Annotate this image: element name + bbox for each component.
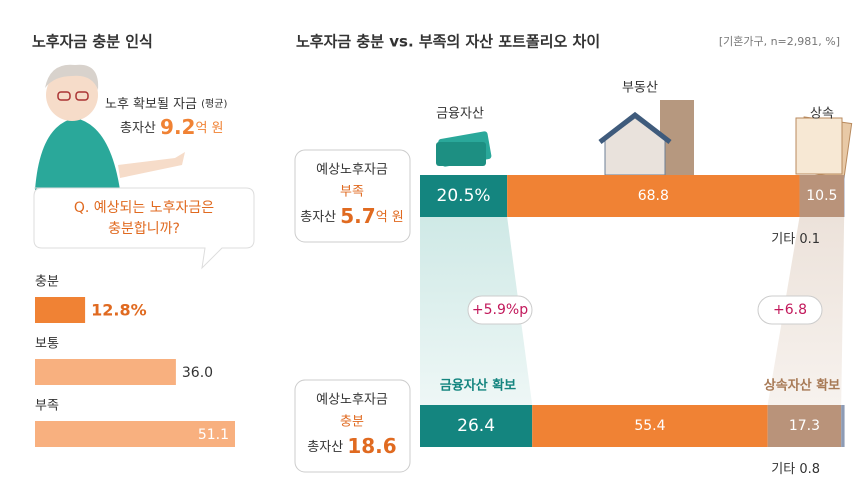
bar-segment <box>507 175 800 217</box>
value-label: 10.5 <box>806 188 837 204</box>
callout-label: 노후 확보될 자금 <box>105 97 197 112</box>
bar-segment <box>532 405 768 447</box>
left-title: 노후자금 충분 인식 <box>32 33 153 51</box>
group-line: 예상노후자금 <box>316 393 388 408</box>
callout-unit: 억 원 <box>195 121 223 136</box>
other-name: 기타 <box>771 462 795 477</box>
value-label: 55.4 <box>634 418 665 434</box>
bar-segment <box>420 405 533 447</box>
other-name: 기타 <box>771 232 795 247</box>
callout-total-label: 총자산 <box>120 121 156 136</box>
total-label: 총자산 <box>307 440 343 455</box>
callout-line: 노후 확보될 자금 (평균) <box>105 97 227 112</box>
legend-label: 부동산 <box>622 81 658 96</box>
total-value: 5.7 <box>340 204 375 228</box>
bar-segment <box>767 405 842 447</box>
group-total: 총자산 18.6 <box>307 434 396 458</box>
change-label: +5.9%p <box>472 302 528 318</box>
question-line: 충분합니까? <box>108 221 180 237</box>
value-label: 26.4 <box>457 416 495 436</box>
callout-value: 9.2 <box>160 115 195 139</box>
group-line: 예상노후자금 <box>316 163 388 178</box>
value-label: 51.1 <box>198 427 229 443</box>
value-label: 68.8 <box>638 188 669 204</box>
group-box <box>294 149 411 243</box>
category-label: 부족 <box>35 399 59 414</box>
other-value: 0.8 <box>799 462 820 477</box>
person-illustration <box>35 64 185 190</box>
bar <box>35 297 86 323</box>
bar <box>35 421 235 447</box>
group-status: 충분 <box>340 415 364 430</box>
bar-segment <box>841 405 845 447</box>
group-box <box>294 379 411 473</box>
other-label: 기타 0.8 <box>771 462 820 477</box>
callout-note: (평균) <box>201 98 227 110</box>
legend-label: 금융자산 <box>436 107 484 122</box>
other-label: 기타 0.1 <box>771 232 820 247</box>
value-label: 36.0 <box>182 365 213 381</box>
question-bubble <box>33 187 255 270</box>
question-line: Q. 예상되는 노후자금은 <box>74 200 214 216</box>
category-label: 충분 <box>35 275 59 290</box>
highlight-label: 상속자산 확보 <box>764 378 840 394</box>
legend-label: 상속 <box>810 107 834 122</box>
right-title: 노후자금 충분 vs. 부족의 자산 포트폴리오 차이 <box>296 33 600 51</box>
bar-segment <box>420 175 508 217</box>
change-label: +6.8 <box>773 302 807 318</box>
change-pill <box>757 295 823 325</box>
group-status: 부족 <box>340 185 364 200</box>
group-total: 총자산 5.7억 원 <box>300 204 404 228</box>
change-pill <box>467 295 533 325</box>
bar-segment <box>799 175 845 217</box>
subtitle: [기혼가구, n=2,981, %] <box>719 35 840 48</box>
callout-total: 총자산 9.2억 원 <box>120 115 224 139</box>
highlight-label: 금융자산 확보 <box>440 378 516 394</box>
icons <box>436 100 853 179</box>
bar <box>35 359 176 385</box>
category-label: 보통 <box>35 337 59 352</box>
value-label: 12.8% <box>91 301 147 320</box>
value-label: 20.5% <box>437 186 491 206</box>
value-label: 17.3 <box>789 418 820 434</box>
other-value: 0.1 <box>799 232 820 247</box>
total-value: 18.6 <box>347 434 396 458</box>
total-label: 총자산 <box>300 210 336 225</box>
total-unit: 억 원 <box>376 210 404 225</box>
